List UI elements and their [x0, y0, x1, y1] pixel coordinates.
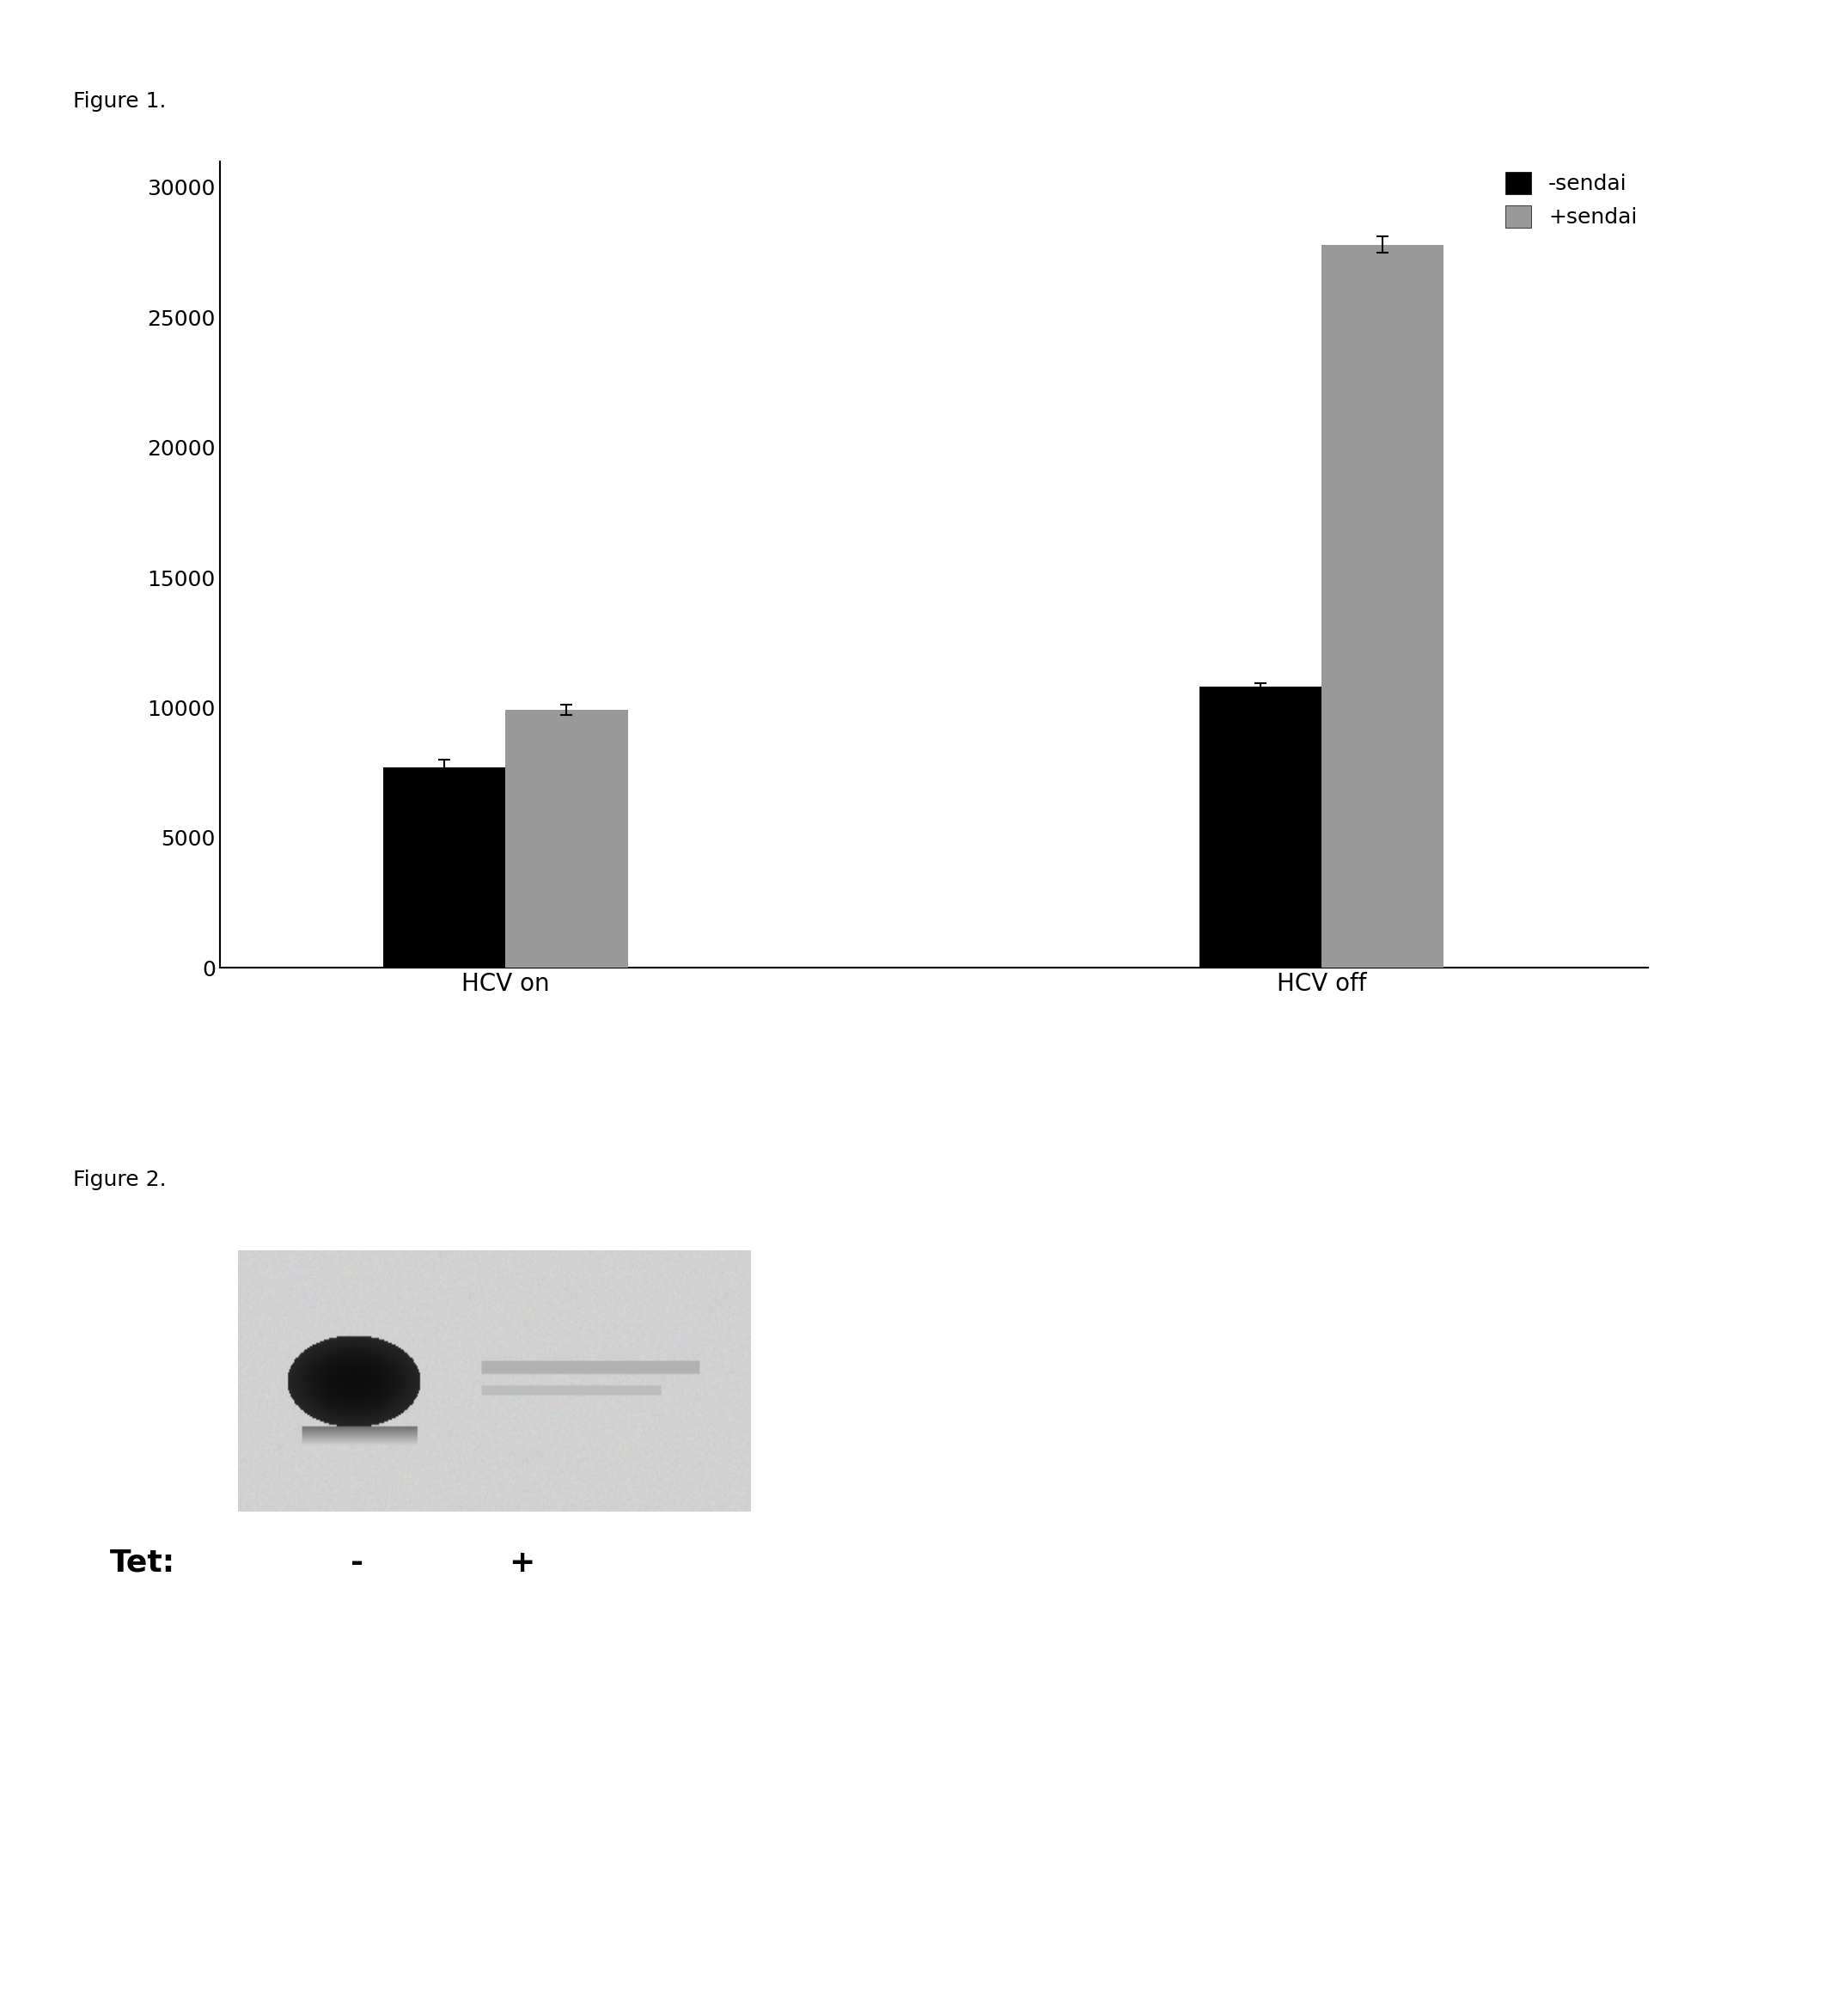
Text: Figure 2.: Figure 2.: [73, 1169, 167, 1189]
Text: -: -: [350, 1548, 364, 1577]
Bar: [1199, 687, 1322, 968]
Text: Figure 1.: Figure 1.: [73, 91, 167, 111]
Bar: [383, 768, 505, 968]
Legend: -sendai, +sendai: -sendai, +sendai: [1505, 171, 1637, 228]
Text: Tet:: Tet:: [110, 1548, 176, 1577]
Bar: [1322, 244, 1445, 968]
Bar: [505, 710, 628, 968]
Text: +: +: [509, 1548, 535, 1577]
